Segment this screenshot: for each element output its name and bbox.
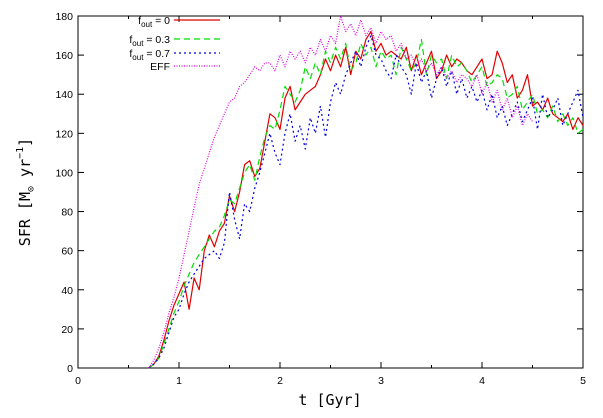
series-line-1 — [148, 38, 584, 369]
y-tick-label: 120 — [55, 128, 73, 140]
y-tick-label: 100 — [55, 167, 73, 179]
y-tick-label: 20 — [61, 324, 73, 336]
x-tick-label: 1 — [176, 375, 182, 387]
y-tick-label: 40 — [61, 285, 73, 297]
y-axis-label-mid: yr — [16, 159, 34, 186]
svg-text:fout = 0: fout = 0 — [138, 15, 170, 29]
y-tick-labels: 0 20 40 60 80 100 120 140 160 180 — [55, 11, 73, 375]
legend-label-main: EFF — [150, 61, 170, 73]
svg-text:fout = 0.3: fout = 0.3 — [129, 34, 170, 48]
series-line-3 — [148, 15, 534, 369]
legend-label-main: f — [129, 34, 132, 46]
legend-label-rest: = 0.3 — [143, 34, 170, 46]
legend-entry: fout = 0.7 — [129, 48, 220, 62]
series-line-2 — [148, 34, 584, 369]
y-axis-label-main: SFR [M — [16, 192, 34, 246]
legend-label-main: f — [138, 15, 141, 27]
legend-label-sub: out — [132, 39, 144, 48]
y-tick-label: 140 — [55, 89, 73, 101]
legend-entry: fout = 0.3 — [129, 34, 220, 48]
y-tick-label: 160 — [55, 50, 73, 62]
y-axis-label-end: ] — [16, 138, 34, 147]
legend: fout = 0 fout = 0.3 fout = 0.7 EFF — [129, 15, 220, 73]
series-line-0 — [148, 31, 584, 369]
y-tick-label: 80 — [61, 207, 73, 219]
series-lines — [148, 15, 584, 369]
legend-entry: fout = 0 — [138, 15, 220, 29]
svg-text:fout = 0.7: fout = 0.7 — [129, 48, 170, 62]
legend-label-main: f — [129, 48, 132, 60]
legend-label-sub: out — [141, 20, 153, 29]
x-tick-labels: 0 1 2 3 4 5 — [75, 375, 586, 387]
legend-label-rest: = 0.7 — [143, 48, 170, 60]
axis-ticks — [77, 15, 584, 369]
legend-label-sub: out — [132, 53, 144, 62]
x-tick-label: 5 — [580, 375, 586, 387]
y-tick-label: 60 — [61, 246, 73, 258]
legend-entry: EFF — [150, 61, 220, 73]
x-tick-label: 2 — [277, 375, 283, 387]
legend-label-rest: = 0 — [152, 15, 170, 27]
x-tick-label: 4 — [479, 375, 485, 387]
y-axis-label-sup: −1 — [15, 147, 26, 159]
y-axis-label-sub: ⊙ — [26, 186, 37, 192]
x-axis-label: t [Gyr] — [298, 391, 361, 409]
y-tick-label: 180 — [55, 11, 73, 23]
x-tick-label: 3 — [378, 375, 384, 387]
y-axis-label: SFR [M⊙ yr−1] — [15, 138, 37, 246]
y-tick-label: 0 — [67, 363, 73, 375]
x-tick-label: 0 — [75, 375, 81, 387]
